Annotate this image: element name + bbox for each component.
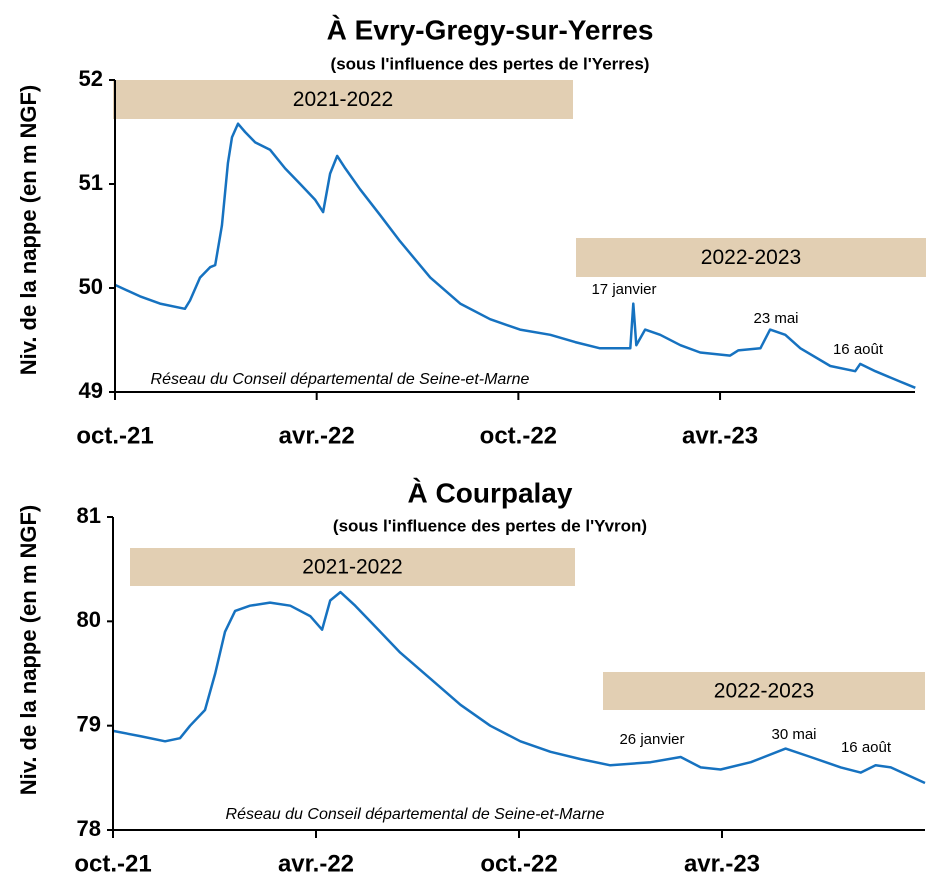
y-tick-label: 51 xyxy=(79,170,103,195)
period-label: 2022-2023 xyxy=(701,246,801,269)
event-label: 16 août xyxy=(841,739,892,756)
x-tick-label: oct.-22 xyxy=(480,850,557,877)
series-line xyxy=(112,590,926,785)
x-tick-label: avr.-23 xyxy=(684,850,760,877)
period-band xyxy=(603,672,925,710)
source-note: Réseau du Conseil départemental de Seine… xyxy=(151,371,530,388)
chart-subtitle: (sous l'influence des pertes de l'Yerres… xyxy=(331,54,650,73)
y-tick-label: 49 xyxy=(79,378,103,403)
event-label: 17 janvier xyxy=(591,281,656,298)
period-label: 2022-2023 xyxy=(714,680,814,703)
y-tick-label: 78 xyxy=(77,816,101,841)
event-label: 26 janvier xyxy=(619,731,684,748)
event-label: 30 mai xyxy=(771,726,816,743)
source-note: Réseau du Conseil départemental de Seine… xyxy=(226,806,605,823)
y-axis-label: Niv. de la nappe (en m NGF) xyxy=(16,505,41,796)
y-tick-label: 80 xyxy=(77,607,101,632)
period-band xyxy=(113,80,573,119)
x-tick-label: avr.-22 xyxy=(279,422,355,449)
y-tick-label: 79 xyxy=(77,711,101,736)
x-tick-label: oct.-22 xyxy=(480,422,557,449)
y-axis-label: Niv. de la nappe (en m NGF) xyxy=(16,85,41,376)
period-band xyxy=(576,238,926,277)
period-label: 2021-2022 xyxy=(302,556,402,579)
x-tick-label: oct.-21 xyxy=(76,422,153,449)
chart-subtitle: (sous l'influence des pertes de l'Yvron) xyxy=(333,516,647,535)
event-label: 23 mai xyxy=(753,310,798,327)
chart-title: À Evry-Gregy-sur-Yerres xyxy=(327,14,654,45)
chart-title: À Courpalay xyxy=(408,477,573,508)
period-band xyxy=(130,548,575,586)
x-tick-label: avr.-22 xyxy=(278,850,354,877)
x-tick-label: oct.-21 xyxy=(74,850,151,877)
series-line xyxy=(114,122,916,389)
event-label: 16 août xyxy=(833,341,884,358)
y-tick-label: 50 xyxy=(79,274,103,299)
period-label: 2021-2022 xyxy=(293,88,393,111)
y-tick-label: 52 xyxy=(79,66,103,91)
x-tick-label: avr.-23 xyxy=(682,422,758,449)
y-tick-label: 81 xyxy=(77,503,101,528)
